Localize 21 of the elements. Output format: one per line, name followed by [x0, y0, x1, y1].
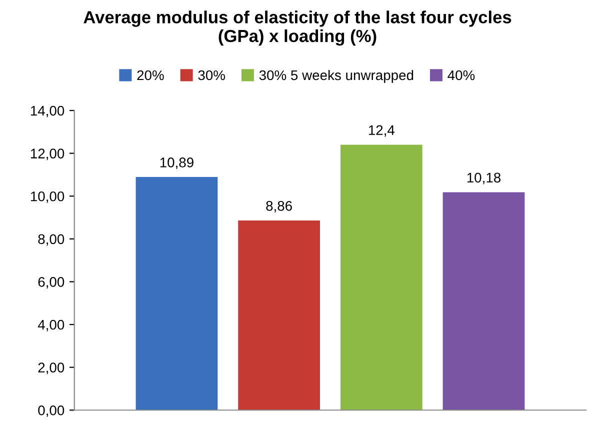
bar [238, 220, 320, 410]
y-tick-label: 2,00 [38, 362, 64, 374]
y-tick-label: 12,00 [30, 148, 64, 160]
legend-label: 40% [448, 70, 475, 80]
legend-label: 30% [198, 70, 225, 80]
legend-label: 30% 5 weeks unwrapped [259, 70, 414, 83]
bar [442, 192, 525, 410]
data-label: 10,18 [467, 172, 501, 184]
chart-title: Average modulus of elasticity of the last four cycles (GPa) x loading (%) [84, 10, 512, 46]
bar [340, 144, 422, 410]
y-tick-label: 4,00 [38, 320, 64, 332]
y-tick-label: 14,00 [30, 106, 64, 118]
data-label: 10,89 [160, 158, 194, 170]
data-label: 12,4 [368, 125, 395, 137]
legend-label: 20% [137, 70, 164, 80]
y-tick-label: 8,00 [38, 234, 64, 246]
data-label: 8,86 [266, 200, 292, 212]
y-tick-label: 6,00 [38, 277, 64, 289]
y-tick-label: 0,00 [38, 405, 64, 417]
y-tick-label: 10,00 [30, 191, 64, 203]
bar [136, 177, 218, 410]
